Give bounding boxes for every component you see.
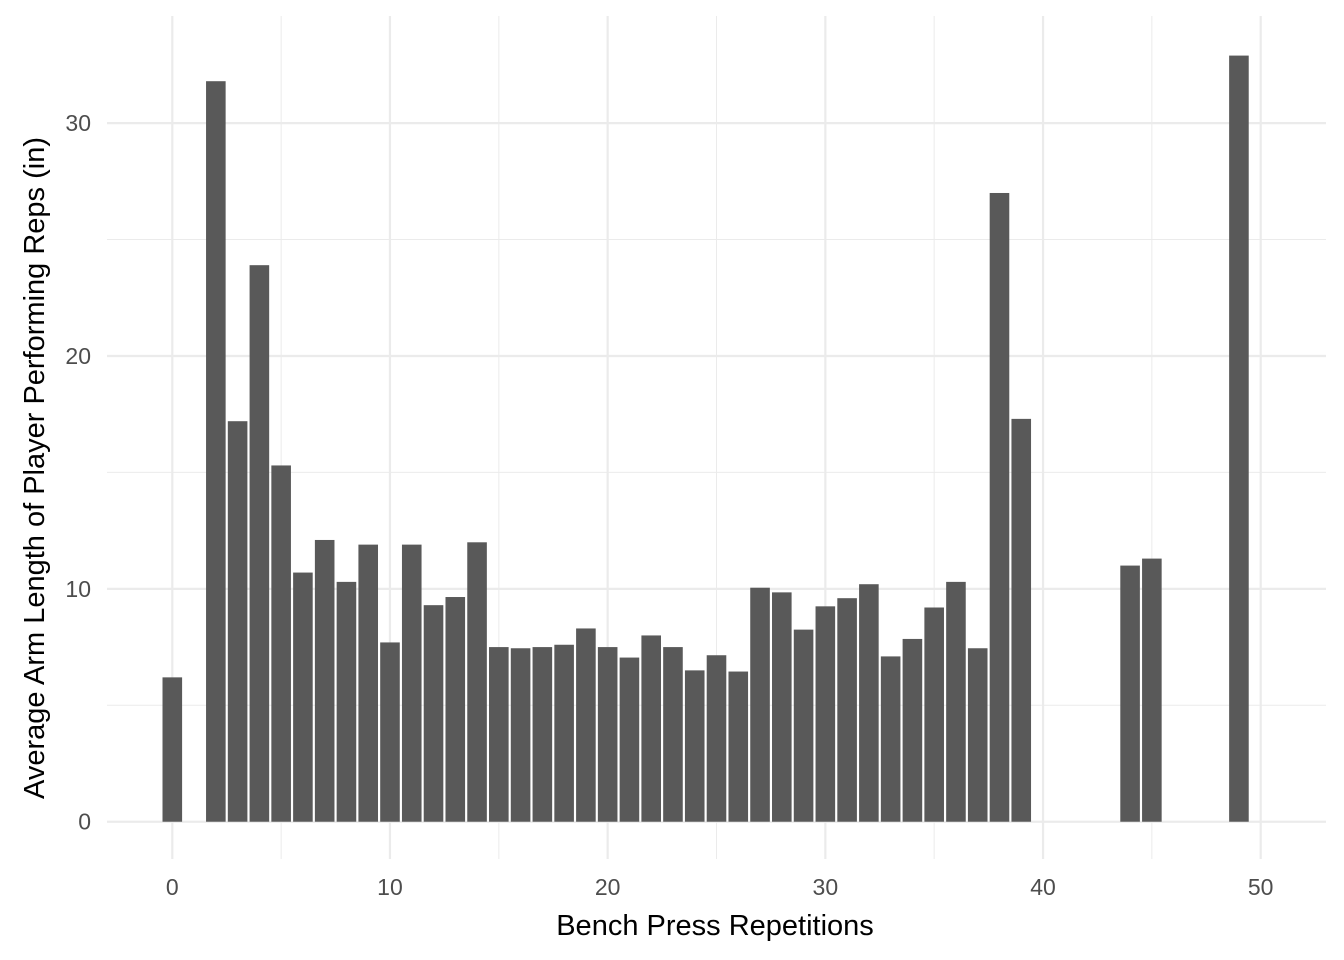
x-tick-labels: 0 10 20 30 40 50: [166, 874, 1274, 900]
bar: [989, 192, 1010, 822]
bar: [554, 644, 574, 822]
bar: [880, 656, 901, 822]
y-tick-label: 20: [65, 343, 91, 369]
x-axis-title: Bench Press Repetitions: [556, 910, 874, 942]
bar: [489, 647, 509, 822]
y-tick-label: 0: [78, 809, 91, 835]
bar: [706, 655, 727, 822]
bar: [750, 587, 770, 822]
y-tick-labels: 0 10 20 30: [65, 110, 91, 835]
bar: [358, 544, 379, 822]
bar: [728, 671, 749, 822]
bar: [271, 465, 291, 822]
bar: [1120, 565, 1140, 822]
bar: [1142, 558, 1162, 822]
bar: [597, 647, 618, 822]
bar: [946, 581, 966, 822]
bar: [380, 642, 400, 822]
bar: [1229, 55, 1249, 822]
x-tick-label: 0: [166, 874, 179, 900]
bar: [641, 635, 661, 822]
bar: [684, 670, 705, 822]
bar: [967, 648, 988, 822]
bar: [793, 629, 814, 822]
bar: [1011, 418, 1032, 822]
x-tick-label: 20: [595, 874, 621, 900]
bar: [815, 606, 836, 822]
bar: [619, 657, 640, 822]
bars: [162, 55, 1249, 822]
bar: [336, 581, 357, 822]
bar: [532, 647, 553, 822]
bar: [902, 638, 923, 822]
bar: [401, 544, 422, 822]
bar: [510, 648, 531, 822]
x-tick-label: 10: [377, 874, 403, 900]
bar: [663, 647, 683, 822]
bar: [837, 598, 857, 822]
bar: [772, 592, 792, 822]
bar: [924, 607, 944, 822]
bar: [162, 677, 183, 822]
y-tick-label: 10: [65, 576, 91, 602]
bar: [859, 584, 879, 822]
bar: [206, 81, 226, 822]
bar: [293, 572, 313, 822]
x-tick-label: 50: [1248, 874, 1274, 900]
x-tick-label: 40: [1030, 874, 1056, 900]
bar: [249, 265, 270, 822]
bar: [576, 628, 596, 822]
x-tick-label: 30: [813, 874, 839, 900]
y-axis-title: Average Arm Length of Player Performing …: [19, 137, 51, 799]
bar: [423, 605, 444, 822]
bar: [227, 421, 248, 822]
y-tick-label: 30: [65, 110, 91, 136]
bar: [445, 597, 466, 822]
bar: [314, 539, 335, 822]
bar: [467, 542, 487, 822]
